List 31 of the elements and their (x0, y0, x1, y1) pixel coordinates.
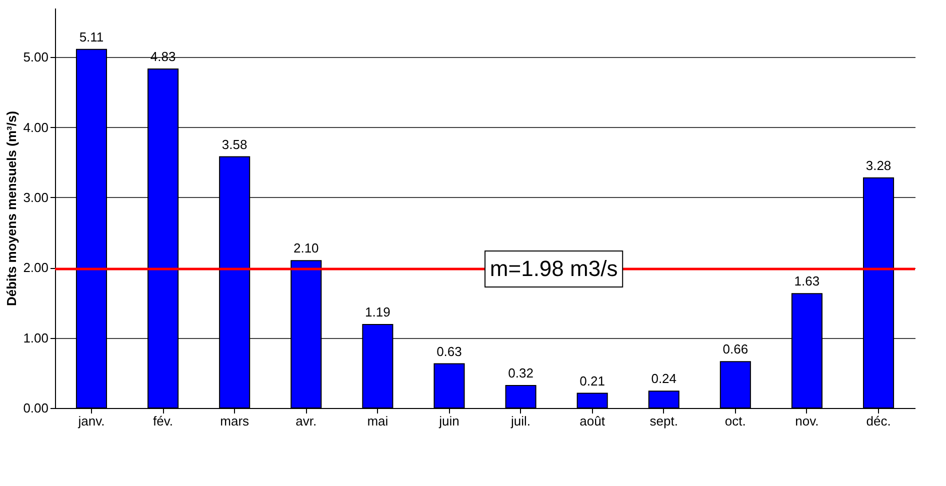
x-tick-label: déc. (866, 414, 891, 428)
x-tick-label: mai (367, 414, 388, 428)
y-tick-label: 1.00 (23, 330, 48, 346)
data-label: 2.10 (293, 240, 319, 256)
data-label: 0.63 (436, 344, 462, 359)
y-tick-label: 0.00 (23, 400, 48, 416)
x-tick-label: oct. (724, 414, 746, 428)
data-label: 3.28 (866, 158, 892, 173)
data-label: 0.24 (651, 371, 677, 386)
data-label: 1.63 (794, 274, 820, 289)
data-label: 0.66 (722, 342, 748, 357)
y-tick-label: 4.00 (23, 120, 48, 135)
x-tick-label: nov. (795, 414, 819, 428)
data-label: 0.32 (508, 366, 534, 381)
x-tick-label: juin (438, 414, 460, 428)
y-tick-label: 3.00 (23, 190, 48, 205)
data-label: 1.19 (365, 304, 390, 320)
x-tick-label: sept. (650, 414, 678, 428)
data-label: 5.11 (79, 29, 104, 44)
x-tick-label: fév. (153, 414, 174, 428)
y-tick-label: 2.00 (23, 260, 48, 276)
x-tick-label: mars (220, 414, 250, 428)
data-label: 0.21 (580, 373, 605, 388)
ref-line-label: m=1.98 m3/s (490, 256, 618, 282)
y-axis-title: Débits moyens mensuels (m³/s) (4, 110, 20, 306)
x-tick-label: juil. (510, 414, 531, 428)
x-tick-label: janv. (77, 414, 105, 428)
data-label: 3.58 (222, 136, 248, 152)
x-tick-label: août (580, 414, 606, 428)
x-tick-label: avr. (296, 414, 317, 428)
y-tick-label: 5.00 (23, 50, 48, 65)
